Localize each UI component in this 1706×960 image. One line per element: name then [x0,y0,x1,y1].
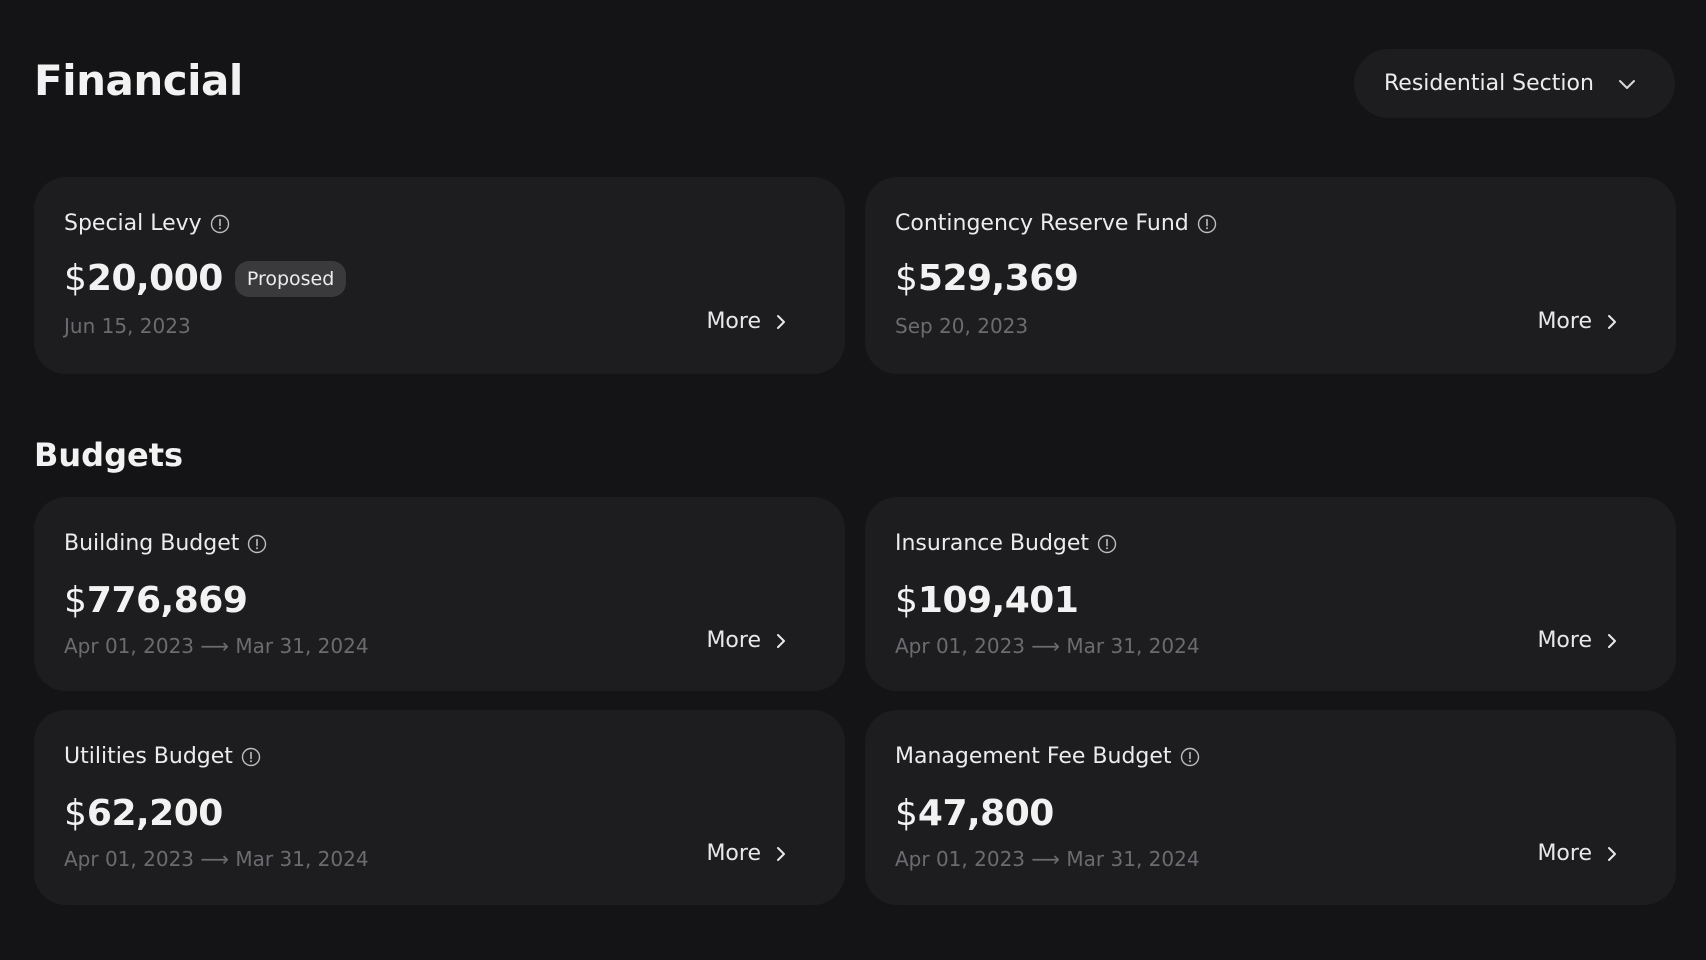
amount-value: 109,401 [917,580,1079,621]
card-amount: $776,869 [64,580,248,621]
page-title: Financial [34,56,243,105]
card-building-budget: Building Budget $776,869 Apr 01, 2023 ⟶ … [34,497,845,691]
currency-symbol: $ [895,580,918,621]
card-title: Utilities Budget [64,744,233,769]
currency-symbol: $ [64,793,87,834]
amount-value: 529,369 [917,258,1079,299]
status-badge: Proposed [234,261,347,297]
currency-symbol: $ [895,258,918,299]
chevron-right-icon [777,314,785,329]
more-label: More [706,628,761,653]
card-title: Management Fee Budget [895,744,1172,769]
card-amount: $47,800 [895,796,1054,832]
currency-symbol: $ [64,580,87,621]
budgets-section-title: Budgets [34,436,184,474]
card-amount: $529,369 [895,258,1079,299]
card-amount: $20,000 [64,261,223,297]
card-amount: $109,401 [895,580,1079,621]
more-button[interactable]: More [706,841,787,866]
chevron-right-icon [777,633,785,648]
amount-value: 20,000 [86,258,223,299]
card-date: Jun 15, 2023 [64,314,191,338]
info-icon[interactable] [1097,534,1117,554]
card-amount: $62,200 [64,796,223,832]
chevron-right-icon [1608,314,1616,329]
info-icon[interactable] [241,747,261,767]
amount-value: 47,800 [917,793,1054,834]
more-button[interactable]: More [706,309,787,334]
amount-value: 62,200 [86,793,223,834]
info-icon[interactable] [210,214,230,234]
more-button[interactable]: More [706,628,787,653]
info-icon[interactable] [247,534,267,554]
card-date: Apr 01, 2023 ⟶ Mar 31, 2024 [895,847,1200,871]
card-date: Sep 20, 2023 [895,314,1029,338]
chevron-down-icon [1619,80,1635,89]
currency-symbol: $ [64,258,87,299]
card-title: Contingency Reserve Fund [895,211,1189,236]
more-label: More [1537,841,1592,866]
more-label: More [706,841,761,866]
card-date: Apr 01, 2023 ⟶ Mar 31, 2024 [895,634,1200,658]
more-label: More [706,309,761,334]
card-date: Apr 01, 2023 ⟶ Mar 31, 2024 [64,847,369,871]
section-dropdown[interactable]: Residential Section [1354,49,1675,118]
info-icon[interactable] [1197,214,1217,234]
dropdown-selected-value: Residential Section [1384,71,1594,96]
more-button[interactable]: More [1537,309,1618,334]
card-contingency-reserve-fund: Contingency Reserve Fund $529,369 Sep 20… [865,177,1676,374]
card-date: Apr 01, 2023 ⟶ Mar 31, 2024 [64,634,369,658]
more-label: More [1537,628,1592,653]
card-management-fee-budget: Management Fee Budget $47,800 Apr 01, 20… [865,710,1676,905]
amount-value: 776,869 [86,580,248,621]
info-icon[interactable] [1180,747,1200,767]
card-title: Building Budget [64,531,240,556]
card-title: Special Levy [64,211,202,236]
more-button[interactable]: More [1537,841,1618,866]
chevron-right-icon [777,846,785,861]
more-button[interactable]: More [1537,628,1618,653]
chevron-right-icon [1608,846,1616,861]
chevron-right-icon [1608,633,1616,648]
currency-symbol: $ [895,793,918,834]
card-special-levy: Special Levy $20,000 Proposed Jun 15, 20… [34,177,845,374]
more-label: More [1537,309,1592,334]
card-title: Insurance Budget [895,531,1090,556]
card-insurance-budget: Insurance Budget $109,401 Apr 01, 2023 ⟶… [865,497,1676,691]
card-utilities-budget: Utilities Budget $62,200 Apr 01, 2023 ⟶ … [34,710,845,905]
